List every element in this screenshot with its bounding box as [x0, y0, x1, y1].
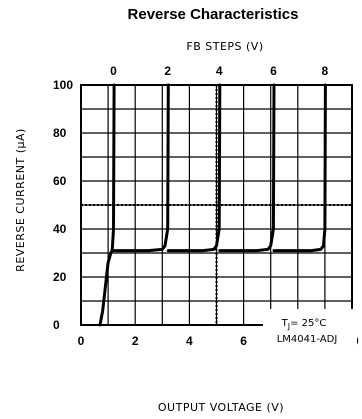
x-tick-label: 6	[240, 334, 247, 348]
curve-line	[98, 83, 116, 327]
y-tick-label: 0	[53, 318, 60, 332]
series-group	[98, 83, 327, 327]
curve-line	[110, 83, 170, 253]
annotation-part: LM4041-ADJ	[277, 334, 338, 345]
top-tick-label: 0	[110, 64, 117, 78]
x-tick-label: 4	[186, 334, 193, 348]
plot-frame	[80, 84, 353, 326]
top-tick-label: 4	[216, 64, 223, 78]
annotation-background	[263, 309, 357, 347]
y-tick-label: 100	[53, 78, 73, 92]
x-axis-label: OUTPUT VOLTAGE (V)	[158, 401, 284, 414]
annotation-temperature: TJ= 25°C	[281, 318, 327, 331]
y-axis-label: REVERSE CURRENT (μA)	[14, 128, 27, 272]
y-tick-label: 80	[53, 126, 67, 140]
x-tick-label: 0	[78, 334, 85, 348]
top-tick-label: 2	[164, 64, 171, 78]
x-tick-label: 2	[132, 334, 139, 348]
curve-line	[218, 83, 276, 253]
y-tick-label: 20	[53, 270, 67, 284]
curve-line	[272, 83, 327, 253]
tick-labels: 024681002040608010002468	[53, 64, 359, 348]
top-axis-label: FB STEPS (V)	[186, 40, 263, 53]
curve-line	[166, 83, 222, 253]
grid	[80, 84, 353, 326]
top-tick-label: 8	[322, 64, 329, 78]
y-tick-label: 40	[53, 222, 67, 236]
annotation-box: TJ= 25°C LM4041-ADJ	[263, 309, 357, 347]
y-tick-label: 60	[53, 174, 67, 188]
top-tick-label: 6	[270, 64, 277, 78]
chart-title: Reverse Characteristics	[128, 6, 299, 23]
